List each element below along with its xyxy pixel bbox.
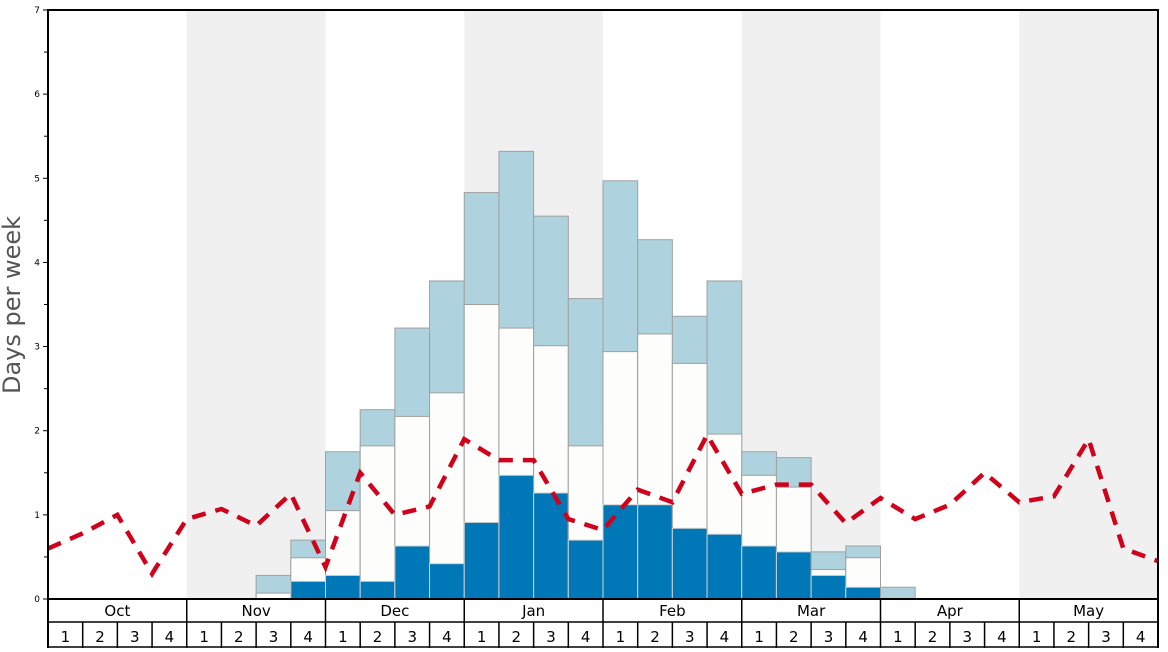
bar-light <box>880 586 916 600</box>
y-tick-label: 1 <box>34 511 40 521</box>
week-label: 3 <box>824 628 834 646</box>
bar-dark <box>741 545 777 600</box>
week-label: 1 <box>338 628 348 646</box>
week-label: 3 <box>962 628 972 646</box>
month-label: Feb <box>659 602 686 620</box>
month-label: Oct <box>104 602 130 620</box>
bar-dark <box>394 545 431 600</box>
week-label: 3 <box>130 628 140 646</box>
week-label: 4 <box>303 628 313 646</box>
week-label: 4 <box>165 628 175 646</box>
week-label: 2 <box>512 628 522 646</box>
week-label: 2 <box>789 628 799 646</box>
bar-dark <box>602 504 639 600</box>
month-label: Jan <box>521 602 545 620</box>
y-tick-label: 7 <box>34 6 40 16</box>
week-label: 1 <box>616 628 626 646</box>
week-label: 1 <box>199 628 209 646</box>
y-tick-label: 0 <box>34 595 40 605</box>
month-band-may <box>1019 10 1158 599</box>
y-tick-label: 5 <box>34 174 40 184</box>
bar-dark <box>775 551 812 600</box>
week-label: 4 <box>720 628 730 646</box>
y-tick-label: 6 <box>34 90 40 100</box>
week-label: 1 <box>477 628 487 646</box>
week-label: 3 <box>685 628 695 646</box>
month-label: Mar <box>797 602 826 620</box>
average-line <box>47 430 1159 579</box>
bar-dark <box>325 574 361 600</box>
week-label: 3 <box>269 628 279 646</box>
month-label: May <box>1073 602 1104 620</box>
week-label: 1 <box>61 628 71 646</box>
week-label: 3 <box>1101 628 1111 646</box>
bar-dark <box>429 563 465 600</box>
bar-dark <box>637 504 673 600</box>
week-label: 2 <box>1067 628 1077 646</box>
y-tick-label: 4 <box>34 258 40 268</box>
bar-dark <box>810 574 847 600</box>
month-label: Nov <box>241 602 270 620</box>
month-label: Apr <box>937 602 964 620</box>
week-label: 2 <box>373 628 383 646</box>
week-label: 2 <box>234 628 244 646</box>
week-label: 4 <box>997 628 1007 646</box>
bar-dark <box>463 521 500 600</box>
y-tick-label: 3 <box>34 343 40 353</box>
month-band-nov <box>186 10 326 599</box>
week-label: 4 <box>442 628 452 646</box>
month-label: Dec <box>380 602 409 620</box>
bar-dark <box>671 527 708 600</box>
y-tick-label: 2 <box>34 427 40 437</box>
week-label: 2 <box>928 628 938 646</box>
week-label: 2 <box>650 628 660 646</box>
bar-white <box>359 445 396 600</box>
bar-dark <box>533 492 569 600</box>
week-label: 3 <box>407 628 417 646</box>
week-label: 1 <box>893 628 903 646</box>
week-label: 3 <box>546 628 556 646</box>
bar-dark <box>290 580 326 600</box>
bar-dark <box>706 533 743 600</box>
bar-dark <box>845 586 881 600</box>
week-label: 1 <box>1032 628 1042 646</box>
bar-dark <box>359 580 396 600</box>
week-label: 2 <box>95 628 105 646</box>
bar-dark <box>567 539 604 600</box>
y-axis-label: Days per week <box>0 216 26 394</box>
week-label: 4 <box>581 628 591 646</box>
week-label: 1 <box>754 628 764 646</box>
week-label: 4 <box>858 628 868 646</box>
week-label: 4 <box>1136 628 1146 646</box>
bar-dark <box>498 474 535 600</box>
